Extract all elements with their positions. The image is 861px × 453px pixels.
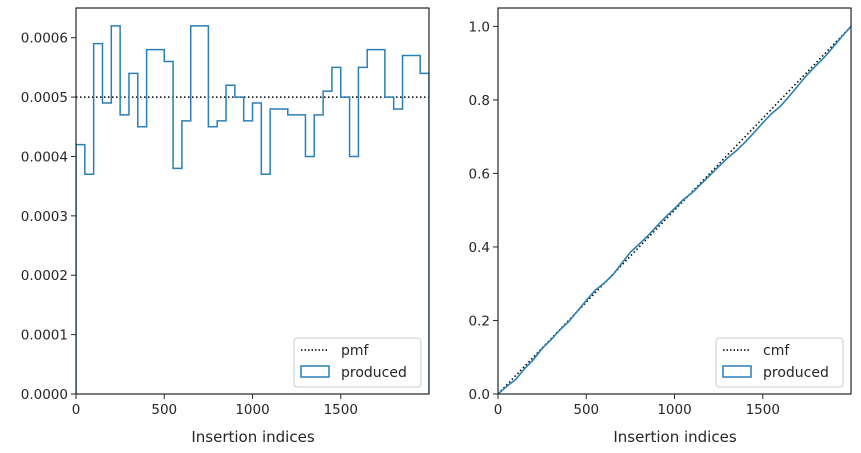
produced-cumulative-line <box>498 25 851 394</box>
pmf-legend: pmf produced <box>293 337 422 388</box>
y-tick-label: 0.0002 <box>21 268 68 284</box>
x-tick-label: 0 <box>72 402 81 418</box>
y-tick-label: 0.0001 <box>21 328 68 344</box>
clipped-marks <box>498 25 851 394</box>
y-tick-label: 0.4 <box>469 240 490 256</box>
x-tick-label: 500 <box>573 402 599 418</box>
pmf-x-axis-label: Insertion indices <box>191 428 314 446</box>
clipped-marks <box>76 25 429 394</box>
cmf-legend-label-cmf: cmf <box>763 343 790 359</box>
cmf-x-axis-label: Insertion indices <box>613 428 736 446</box>
y-tick-label: 0.0000 <box>21 387 68 403</box>
y-tick-label: 0.0 <box>469 387 490 403</box>
y-tick-label: 0.8 <box>469 93 490 109</box>
x-tick-label: 1500 <box>746 402 780 418</box>
cmf-x-ticks: 0 500 1000 1500 <box>494 394 780 418</box>
x-tick-label: 1000 <box>235 402 269 418</box>
pmf-y-ticks: 0.0000 0.0001 0.0002 0.0003 0.0004 0.0005 0.00… <box>21 31 76 403</box>
y-tick-label: 0.2 <box>469 313 490 329</box>
pmf-plot-marks <box>76 25 429 394</box>
pmf-legend-label-pmf: pmf <box>341 343 370 359</box>
cmf-plot-frame <box>497 7 852 395</box>
cmf-panel: 0 500 1000 1500 0.0 0.2 0.4 0.6 0.8 1.0 Insertio… <box>469 7 852 446</box>
y-tick-label: 0.0004 <box>21 149 68 165</box>
y-tick-label: 0.0005 <box>21 90 68 106</box>
y-tick-label: 0.0003 <box>21 209 68 225</box>
pmf-panel: 0 500 1000 1500 0.00000.00010.00020.00030.0… <box>21 7 430 446</box>
y-tick-label: 0.6 <box>469 166 490 182</box>
pmf-legend-label-produced: produced <box>341 365 407 381</box>
x-tick-label: 1500 <box>324 402 358 418</box>
x-tick-label: 0 <box>494 402 503 418</box>
y-tick-label: 0.0006 <box>21 31 68 47</box>
cmf-legend-label-produced: produced <box>763 365 829 381</box>
x-tick-label: 1000 <box>657 402 691 418</box>
cmf-legend-hist-swatch <box>722 365 752 378</box>
pmf-x-ticks: 0 500 1000 1500 <box>72 394 358 418</box>
cmf-legend: cmf produced <box>715 337 844 388</box>
pmf-plot-frame <box>75 7 430 395</box>
pmf-legend-hist-swatch <box>300 365 330 378</box>
cmf-y-ticks: 0.0 0.2 0.4 0.6 0.8 1.0 <box>469 19 498 403</box>
x-tick-label: 500 <box>151 402 177 418</box>
y-tick-label: 1.0 <box>469 19 490 35</box>
produced-step-histogram <box>76 25 429 394</box>
cmf-plot-marks <box>498 25 851 394</box>
